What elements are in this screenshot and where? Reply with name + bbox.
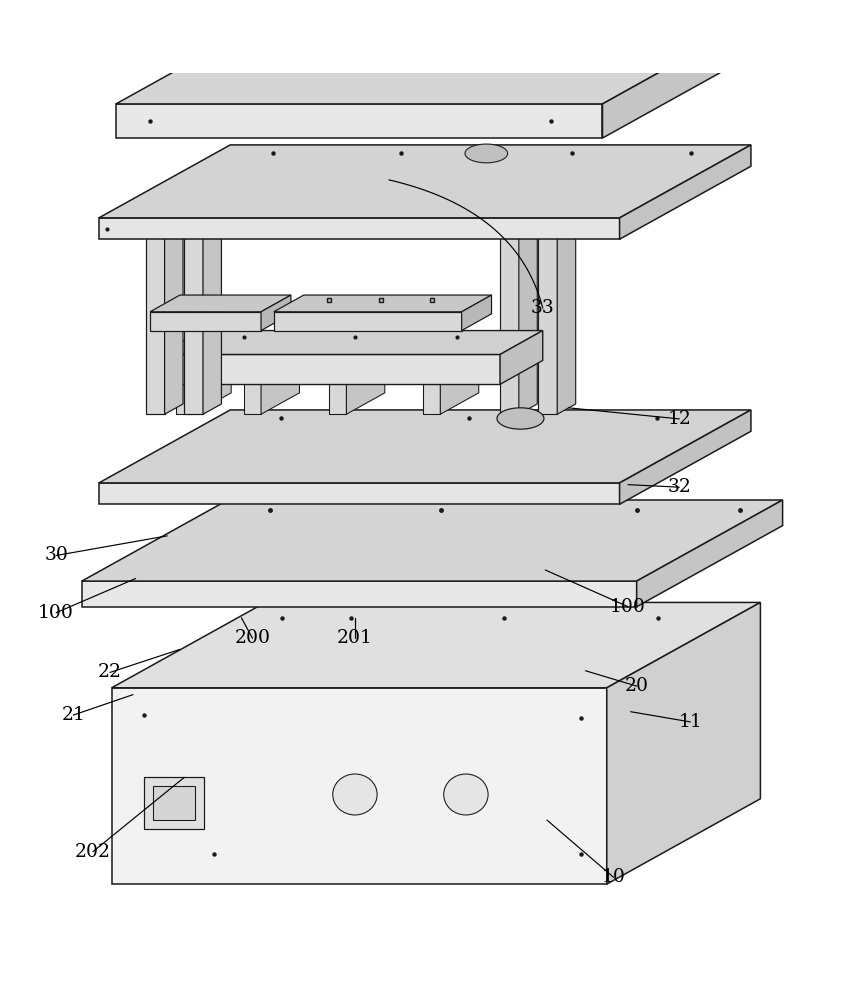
Ellipse shape (465, 144, 508, 163)
Text: 30: 30 (44, 546, 68, 564)
Text: 201: 201 (337, 629, 373, 647)
Polygon shape (333, 0, 346, 4)
Polygon shape (500, 331, 543, 384)
Polygon shape (329, 384, 346, 414)
Ellipse shape (333, 774, 377, 815)
Polygon shape (159, 331, 543, 354)
Polygon shape (519, 225, 537, 414)
Polygon shape (261, 295, 291, 331)
Polygon shape (144, 777, 203, 829)
Polygon shape (159, 354, 500, 384)
Polygon shape (346, 363, 385, 414)
Polygon shape (99, 410, 751, 483)
Polygon shape (620, 410, 751, 504)
Polygon shape (116, 104, 603, 138)
Polygon shape (203, 225, 221, 414)
Polygon shape (274, 295, 492, 312)
Polygon shape (192, 363, 231, 414)
Polygon shape (112, 602, 760, 688)
Ellipse shape (497, 408, 544, 429)
Polygon shape (116, 38, 721, 104)
Polygon shape (244, 384, 261, 414)
Polygon shape (440, 363, 479, 414)
Polygon shape (184, 225, 221, 235)
Polygon shape (153, 786, 195, 820)
Text: 100: 100 (38, 604, 74, 622)
Text: 20: 20 (625, 677, 649, 695)
Polygon shape (539, 225, 575, 235)
Polygon shape (99, 218, 620, 239)
Polygon shape (603, 38, 721, 138)
Text: 100: 100 (610, 598, 646, 616)
Polygon shape (445, 0, 486, 38)
Polygon shape (165, 225, 183, 414)
Polygon shape (539, 235, 557, 414)
Polygon shape (423, 384, 440, 414)
Polygon shape (146, 235, 165, 414)
Polygon shape (346, 0, 445, 38)
Text: 33: 33 (531, 299, 555, 317)
Polygon shape (112, 688, 607, 884)
Polygon shape (607, 602, 760, 884)
Text: 11: 11 (679, 713, 702, 731)
Polygon shape (637, 500, 782, 607)
Polygon shape (261, 363, 299, 414)
Polygon shape (274, 312, 462, 331)
Polygon shape (184, 235, 203, 414)
Polygon shape (175, 384, 192, 414)
Polygon shape (557, 225, 575, 414)
Polygon shape (99, 483, 620, 504)
Text: 22: 22 (98, 663, 122, 681)
Polygon shape (150, 312, 261, 331)
Polygon shape (462, 295, 492, 331)
Polygon shape (99, 145, 751, 218)
Text: 200: 200 (234, 629, 270, 647)
Text: 21: 21 (62, 706, 86, 724)
Polygon shape (150, 295, 291, 312)
Polygon shape (620, 145, 751, 239)
Text: 32: 32 (668, 478, 691, 496)
Polygon shape (82, 500, 782, 581)
Polygon shape (500, 225, 537, 235)
Text: 202: 202 (75, 843, 111, 861)
Ellipse shape (444, 774, 488, 815)
Polygon shape (82, 581, 637, 607)
Text: 10: 10 (602, 868, 626, 886)
Polygon shape (500, 235, 519, 414)
Polygon shape (146, 225, 183, 235)
Text: 12: 12 (668, 410, 691, 428)
